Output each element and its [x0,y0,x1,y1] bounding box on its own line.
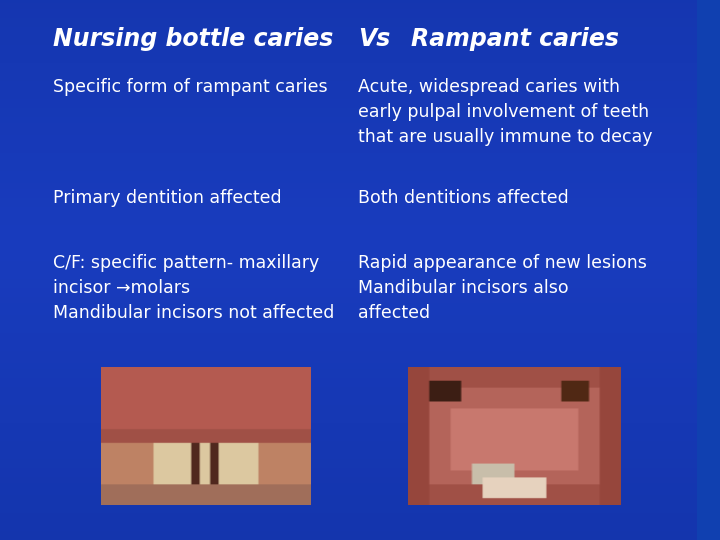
Text: Rapid appearance of new lesions
Mandibular incisors also
affected: Rapid appearance of new lesions Mandibul… [358,254,647,322]
Text: Nursing bottle caries: Nursing bottle caries [53,27,333,51]
Text: Acute, widespread caries with
early pulpal involvement of teeth
that are usually: Acute, widespread caries with early pulp… [358,78,652,146]
Text: Specific form of rampant caries: Specific form of rampant caries [53,78,328,96]
Text: C/F: specific pattern- maxillary
incisor →molars
Mandibular incisors not affecte: C/F: specific pattern- maxillary incisor… [53,254,334,322]
Text: Primary dentition affected: Primary dentition affected [53,189,282,207]
Text: Vs: Vs [358,27,390,51]
Text: Rampant caries: Rampant caries [411,27,619,51]
Text: Both dentitions affected: Both dentitions affected [358,189,569,207]
